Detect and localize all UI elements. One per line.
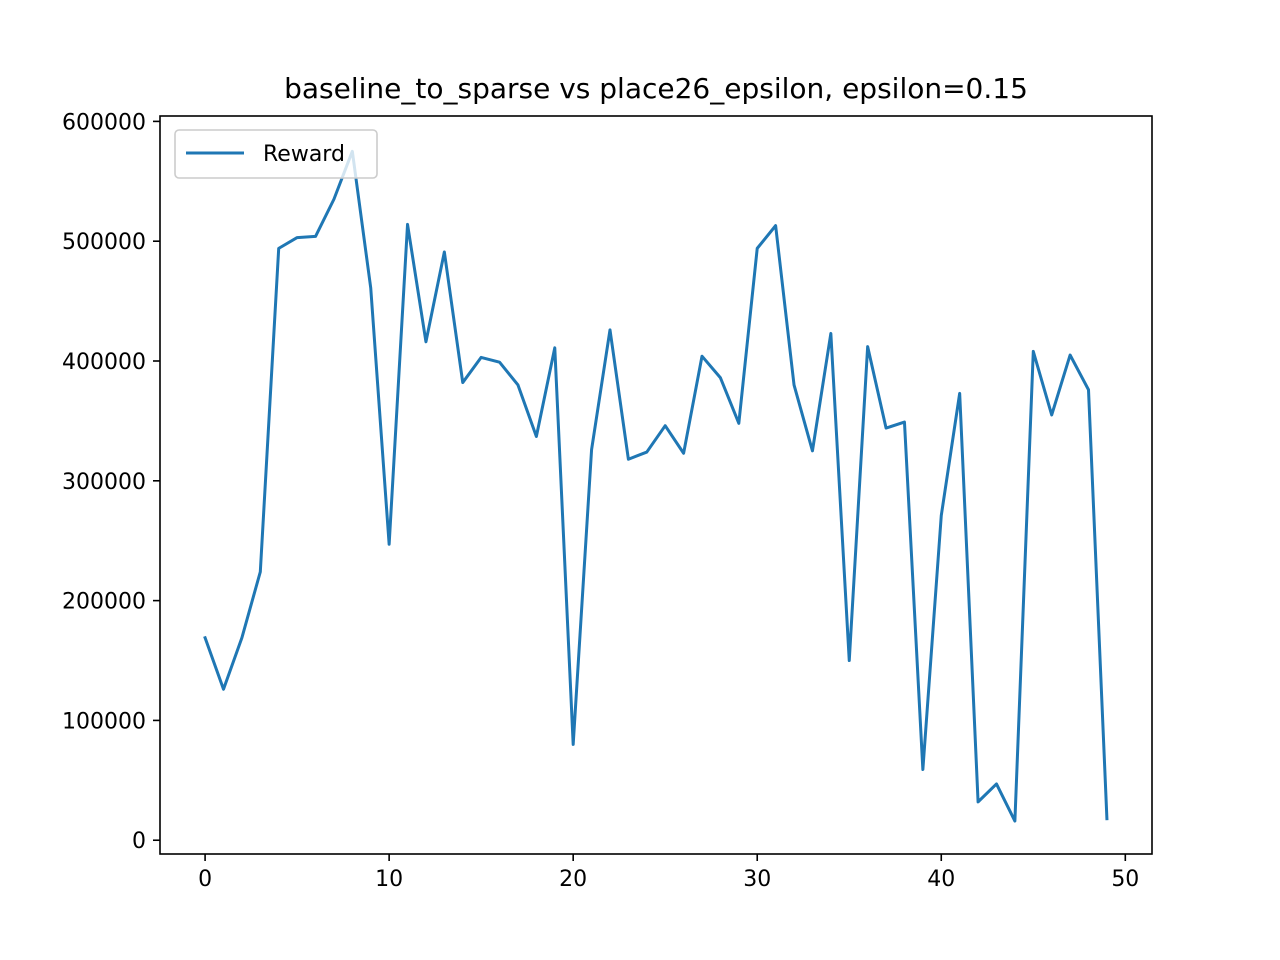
y-tick-label: 600000 [62,110,146,135]
legend-box [174,129,378,179]
axis-ticks: 0 10 20 30 40 50 0 100000 200000 300000 400000 5000… [62,110,1139,892]
y-tick-label: 200000 [62,590,146,615]
y-tick-label: 0 [132,829,146,854]
chart-title: baseline_to_sparse vs place26_epsilon, e… [284,72,1028,105]
y-tick-label: 300000 [62,470,146,495]
x-tick-label: 10 [375,867,403,892]
x-tick-label: 0 [198,867,212,892]
x-tick-label: 30 [743,867,771,892]
legend: Reward [174,129,378,179]
x-tick-label: 40 [927,867,955,892]
y-tick-label: 400000 [62,350,146,375]
legend-label-reward: Reward [263,142,345,167]
y-tick-label: 100000 [62,709,146,734]
y-tick-label: 500000 [62,230,146,255]
x-tick-label: 20 [559,867,587,892]
plot-frame [159,115,1153,855]
x-tick-label: 50 [1111,867,1139,892]
